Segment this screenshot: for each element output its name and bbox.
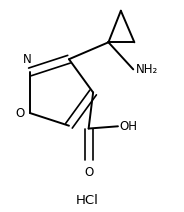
Text: N: N	[23, 53, 32, 66]
Text: HCl: HCl	[76, 194, 99, 207]
Text: NH₂: NH₂	[135, 63, 158, 76]
Text: OH: OH	[119, 120, 137, 133]
Text: O: O	[84, 166, 93, 179]
Text: O: O	[15, 106, 24, 120]
